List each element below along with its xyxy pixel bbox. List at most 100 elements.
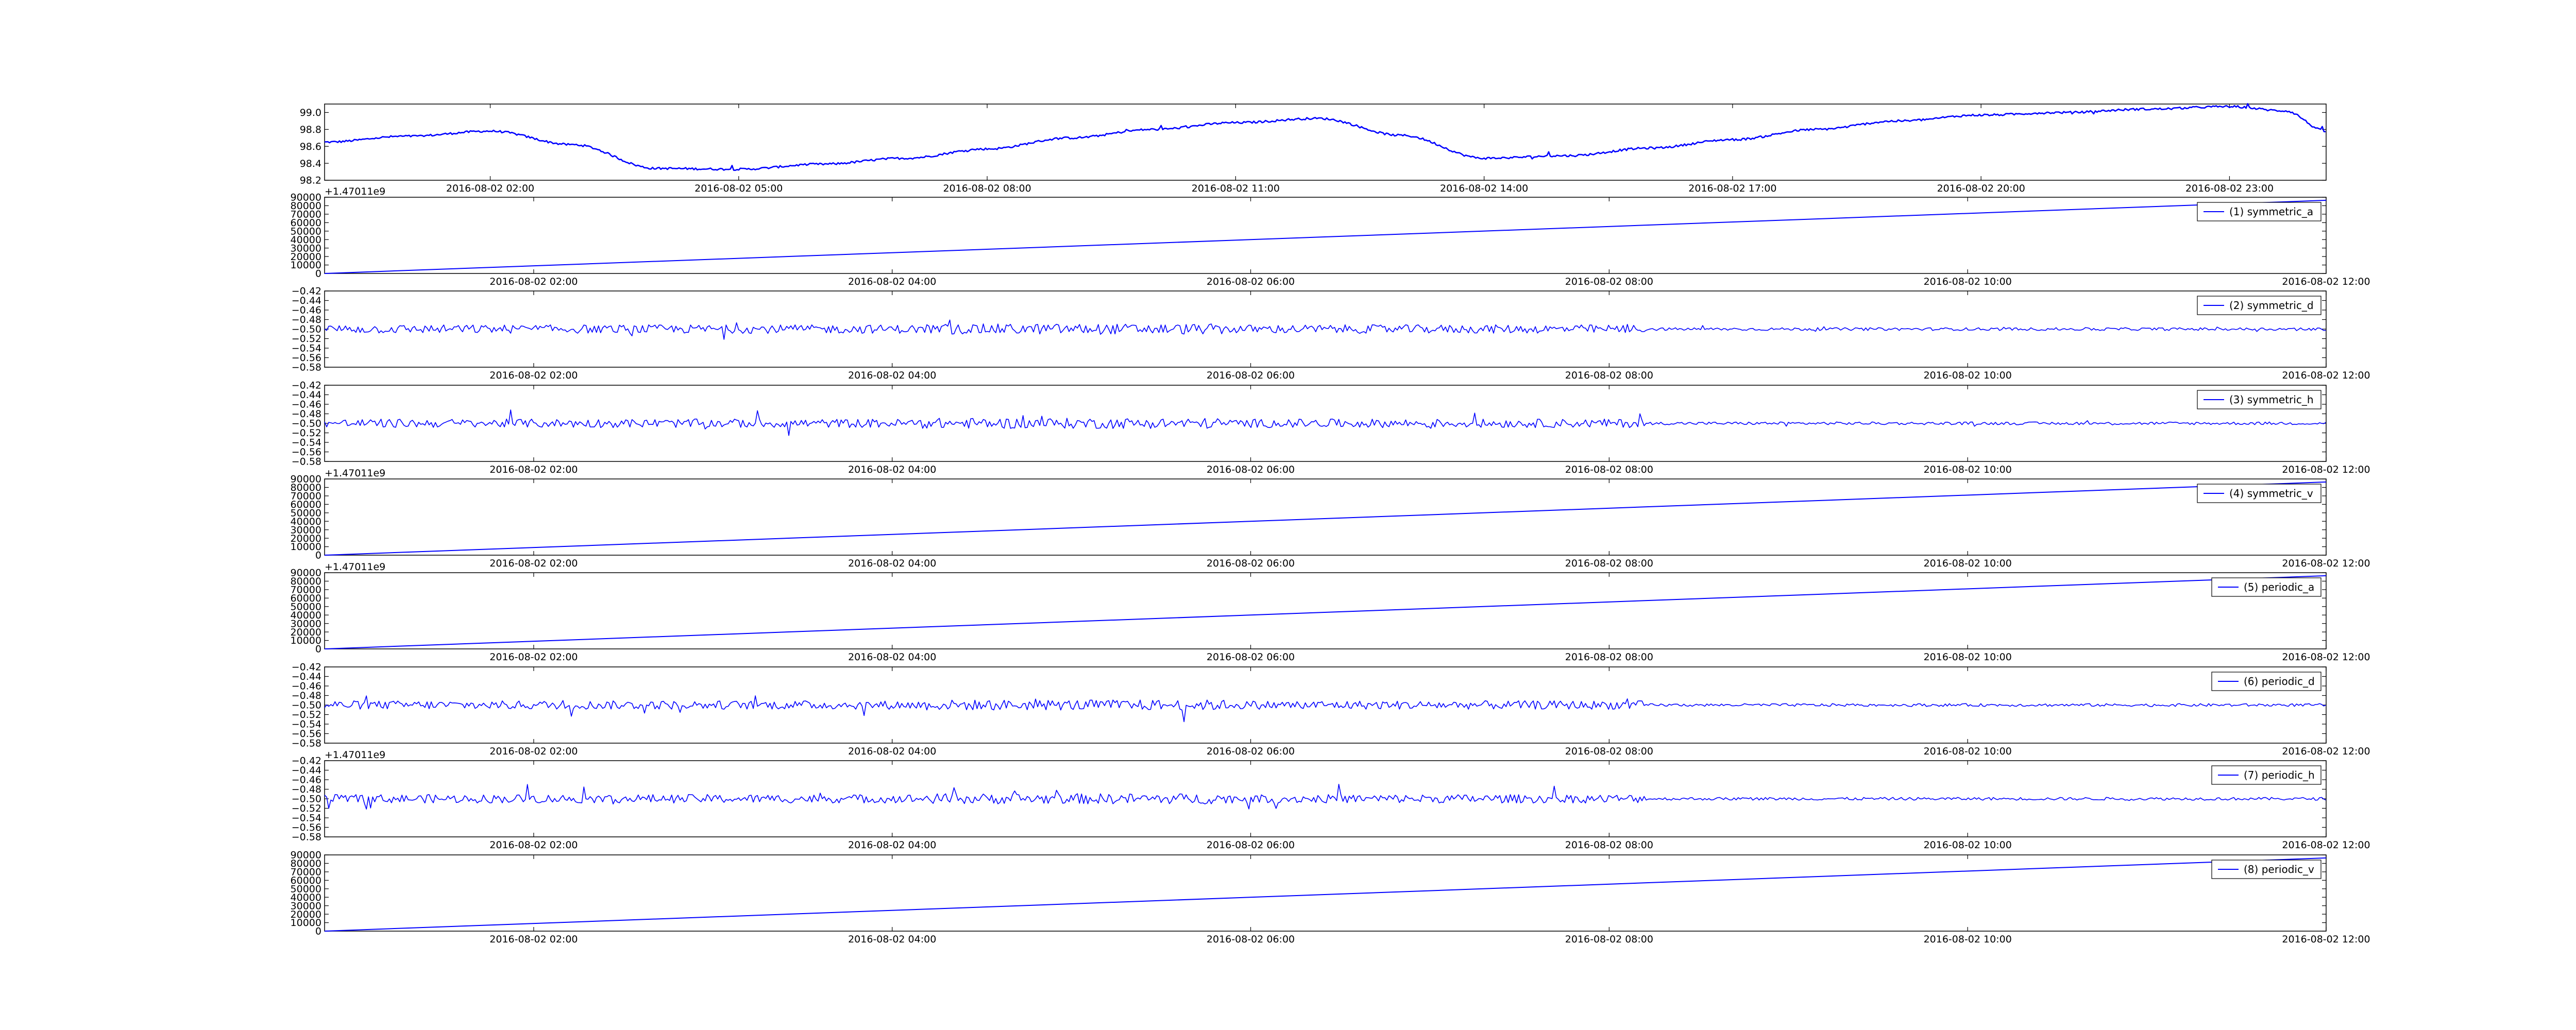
x-tick-label: 2016-08-02 10:00 [1924, 276, 2012, 287]
x-tick-label: 2016-08-02 08:00 [1565, 464, 1653, 475]
y-tick-label: 50000 [291, 883, 321, 895]
x-tick-label: 2016-08-02 04:00 [848, 651, 936, 663]
y-tick-label: −0.54 [292, 437, 321, 449]
y-tick-label: 20000 [291, 627, 321, 638]
x-tick-label: 2016-08-02 02:00 [489, 651, 578, 663]
y-tick-label: −0.50 [292, 418, 321, 430]
x-tick-label: 2016-08-02 10:00 [1924, 370, 2012, 381]
y-tick-label: 0 [315, 268, 321, 280]
x-tick-label: 2016-08-02 12:00 [2282, 934, 2370, 945]
x-tick-label: 2016-08-02 08:00 [1565, 276, 1653, 287]
x-tick-label: 2016-08-02 06:00 [1207, 934, 1295, 945]
y-tick-label: 90000 [291, 568, 321, 579]
y-tick-label: 98.8 [300, 124, 321, 135]
x-tick-label: 2016-08-02 08:00 [1565, 746, 1653, 757]
legend-label: (8) periodic_v [2244, 863, 2314, 876]
y-tick-label: 60000 [291, 217, 321, 229]
chart-panel-6: 0100002000030000400005000060000700008000… [291, 561, 2370, 663]
legend: (8) periodic_v [2211, 860, 2321, 879]
axis-offset-label: +1.47011e9 [325, 561, 385, 573]
chart-panel-1: 98.2 98.4 98.6 98.8 99.0 2016-08-02 02:00 2016… [300, 103, 2327, 194]
y-tick-label: −0.44 [292, 765, 321, 776]
legend-label: (2) symmetric_d [2229, 299, 2314, 312]
axes-frame [324, 385, 2327, 462]
x-tick-label: 2016-08-02 04:00 [848, 370, 936, 381]
x-tick-label: 2016-08-02 06:00 [1207, 651, 1295, 663]
x-tick-label: 2016-08-02 08:00 [1565, 934, 1653, 945]
y-tick-label: −0.50 [292, 700, 321, 711]
y-tick-label: −0.52 [292, 333, 321, 345]
x-tick-label: 2016-08-02 10:00 [1924, 934, 2012, 945]
y-tick-label: −0.50 [292, 324, 321, 335]
x-tick-label: 2016-08-02 06:00 [1207, 464, 1295, 475]
axes-frame [324, 478, 2327, 556]
x-tick-label: 2016-08-02 10:00 [1924, 464, 2012, 475]
y-tick-label: 40000 [291, 610, 321, 621]
x-tick-label: 2016-08-02 10:00 [1924, 558, 2012, 569]
x-tick-label: 2016-08-02 02:00 [489, 934, 578, 945]
x-tick-label: 2016-08-02 12:00 [2282, 464, 2370, 475]
y-tick-label: −0.58 [292, 738, 321, 749]
y-tick-label: −0.52 [292, 803, 321, 814]
y-tick-label: 50000 [291, 507, 321, 519]
x-tick-label: 2016-08-02 12:00 [2282, 558, 2370, 569]
legend: (6) periodic_d [2211, 672, 2321, 691]
x-tick-label: 2016-08-02 11:00 [1192, 183, 1280, 194]
x-tick-label: 2016-08-02 04:00 [848, 839, 936, 851]
legend: (3) symmetric_h [2197, 390, 2321, 409]
x-tick-label: 2016-08-02 02:00 [446, 183, 534, 194]
y-tick-label: −0.58 [292, 456, 321, 468]
y-tick-label: 40000 [291, 892, 321, 903]
series-line [324, 575, 2327, 649]
x-tick-label: 2016-08-02 12:00 [2282, 746, 2370, 757]
series-line [324, 481, 2327, 556]
y-tick-label: 10000 [291, 917, 321, 929]
y-tick-label: 80000 [291, 858, 321, 869]
series-line [324, 319, 2326, 340]
y-tick-label: −0.56 [292, 352, 321, 364]
x-tick-label: 2016-08-02 08:00 [1565, 558, 1653, 569]
chart-panel-2: 0100002000030000400005000060000700008000… [291, 186, 2370, 287]
x-tick-label: 2016-08-02 06:00 [1207, 839, 1295, 851]
y-tick-label: 40000 [291, 234, 321, 246]
chart-panel-5: 0100002000030000400005000060000700008000… [291, 468, 2370, 569]
x-tick-label: 2016-08-02 02:00 [489, 558, 578, 569]
y-tick-label: −0.54 [292, 343, 321, 354]
y-tick-label: −0.54 [292, 813, 321, 824]
y-tick-label: −0.56 [292, 822, 321, 833]
y-tick-label: −0.48 [292, 408, 321, 420]
y-tick-label: 60000 [291, 499, 321, 510]
y-tick-label: 70000 [291, 585, 321, 596]
y-tick-label: 10000 [291, 541, 321, 553]
y-tick-label: −0.58 [292, 832, 321, 843]
y-tick-label: −0.42 [292, 380, 321, 391]
y-tick-label: 20000 [291, 251, 321, 263]
y-tick-label: −0.56 [292, 447, 321, 458]
series-line [325, 103, 2326, 171]
y-tick-label: 20000 [291, 909, 321, 920]
x-tick-label: 2016-08-02 12:00 [2282, 839, 2370, 851]
x-tick-label: 2016-08-02 08:00 [943, 183, 1031, 194]
y-tick-label: −0.48 [292, 314, 321, 325]
y-tick-label: 98.6 [300, 141, 321, 152]
x-tick-label: 2016-08-02 04:00 [848, 746, 936, 757]
legend: (1) symmetric_a [2197, 202, 2321, 221]
x-tick-label: 2016-08-02 04:00 [848, 558, 936, 569]
series-line [324, 199, 2327, 274]
series-line [324, 784, 2326, 810]
x-tick-label: 2016-08-02 02:00 [489, 276, 578, 287]
x-tick-label: 2016-08-02 06:00 [1207, 276, 1295, 287]
y-tick-label: 70000 [291, 867, 321, 878]
x-tick-label: 2016-08-02 12:00 [2282, 276, 2370, 287]
y-tick-label: −0.58 [292, 362, 321, 373]
axes-frame [324, 197, 2327, 274]
x-tick-label: 2016-08-02 02:00 [489, 839, 578, 851]
x-tick-label: 2016-08-02 14:00 [1440, 183, 1528, 194]
y-tick-label: 80000 [291, 482, 321, 493]
x-tick-label: 2016-08-02 08:00 [1565, 651, 1653, 663]
x-tick-label: 2016-08-02 17:00 [1688, 183, 1776, 194]
chart-panel-9: 0100002000030000400005000060000700008000… [291, 850, 2370, 945]
y-tick-label: 40000 [291, 516, 321, 527]
y-tick-label: 30000 [291, 524, 321, 536]
